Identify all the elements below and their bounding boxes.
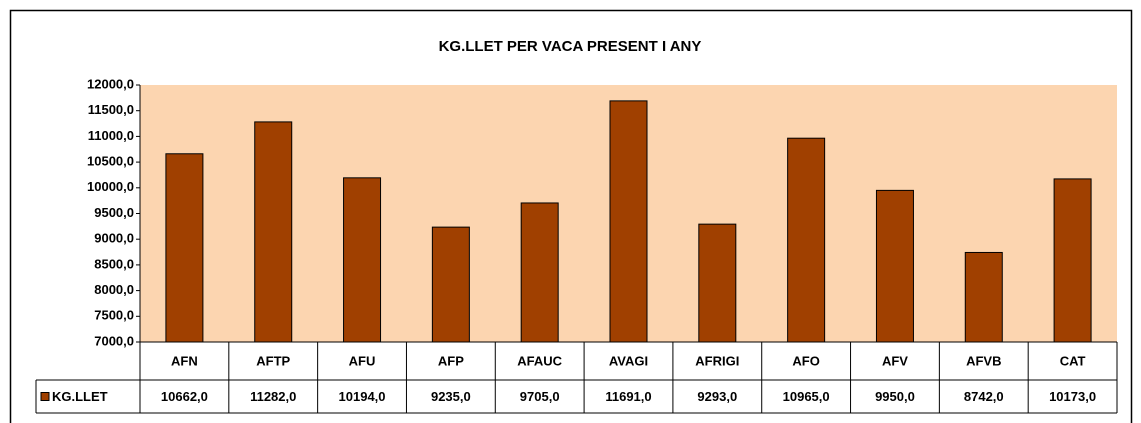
data-label: 9705,0 [520,389,560,404]
x-tick-label: AFV [882,353,908,368]
data-label: 9950,0 [875,389,915,404]
data-label: 10965,0 [783,389,830,404]
y-tick-label: 12000,0 [87,76,134,91]
data-label: 9235,0 [431,389,471,404]
y-tick-label: 9000,0 [94,231,134,246]
data-label: 10662,0 [161,389,208,404]
x-tick-label: CAT [1060,353,1086,368]
y-tick-label: 11000,0 [88,128,134,143]
y-tick-label: 8000,0 [94,282,134,297]
bar [254,121,293,343]
data-label: 11691,0 [605,389,651,404]
bar [1053,178,1092,343]
x-tick-label: AVAGI [609,353,648,368]
data-label: 9293,0 [697,389,737,404]
bar [165,153,204,343]
bar [609,100,648,343]
bar [520,202,559,343]
data-label: 10194,0 [339,389,386,404]
x-tick-label: AFO [792,353,819,368]
data-label: 10173,0 [1049,389,1096,404]
x-tick-label: AFN [171,353,198,368]
x-tick-label: AFU [349,353,376,368]
x-tick-label: AFP [438,353,464,368]
x-tick-label: AFAUC [517,353,562,368]
bar [875,189,914,343]
bar [698,223,737,343]
chart-title: KG.LLET PER VACA PRESENT I ANY [439,38,702,55]
x-tick-label: AFRIGI [695,353,739,368]
y-tick-label: 10000,0 [87,179,134,194]
y-tick-label: 11500,0 [88,102,134,117]
bar [964,251,1003,343]
x-tick-label: AFTP [256,353,290,368]
y-tick-label: 10500,0 [87,154,134,169]
y-tick-label: 7000,0 [94,333,134,348]
data-label: 8742,0 [964,389,1004,404]
legend-label: KG.LLET [52,389,108,404]
bar [343,177,382,343]
y-tick-label: 8500,0 [94,256,134,271]
bar [787,137,826,343]
y-tick-label: 9500,0 [94,205,134,220]
data-label: 11282,0 [250,389,296,404]
y-tick-label: 7500,0 [94,308,134,323]
bar [431,226,470,343]
legend-key [40,392,50,401]
x-tick-label: AFVB [966,353,1001,368]
